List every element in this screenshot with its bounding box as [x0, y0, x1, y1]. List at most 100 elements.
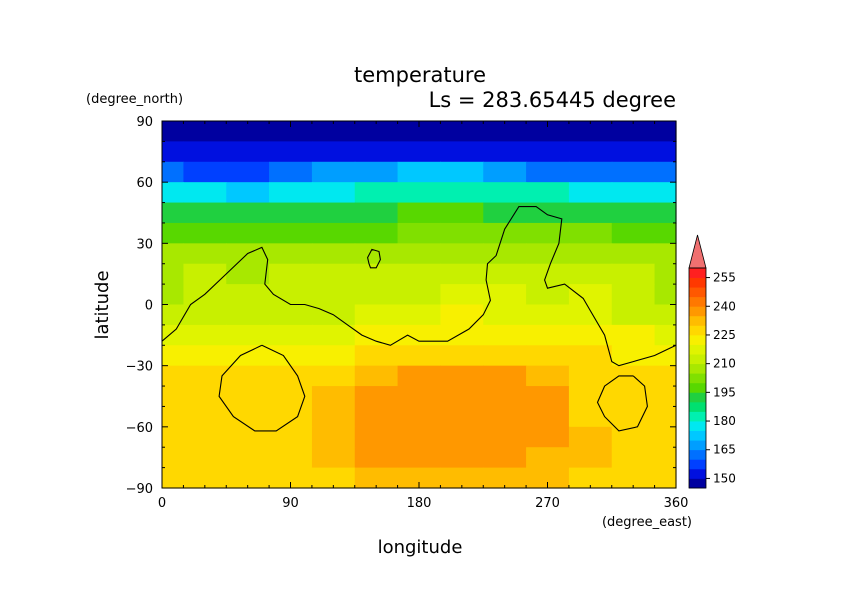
heatmap-cell: [654, 467, 677, 489]
heatmap-cell: [568, 426, 613, 448]
heatmap-cell: [440, 345, 484, 367]
heatmap-cell: [226, 182, 270, 204]
heatmap-cell: [162, 284, 185, 306]
heatmap-cell: [568, 304, 613, 326]
colorbar-tick-label: 255: [713, 271, 736, 285]
heatmap-cell: [162, 324, 185, 346]
contour-coastline: [161, 206, 677, 367]
x-tick-label: 270: [535, 496, 560, 511]
x-tick-label: 0: [158, 496, 166, 511]
colorbar-segment: [689, 401, 706, 412]
colorbar-segment: [689, 363, 706, 374]
y-axis: 90 60 30 0 −30 −60 −90: [126, 115, 676, 497]
heatmap-cell: [162, 161, 185, 183]
heatmap-cell: [226, 222, 270, 244]
heatmap-cell: [269, 263, 313, 285]
heatmap-cell: [611, 345, 656, 367]
x-axis-label: longitude: [378, 537, 463, 558]
heatmap-cell: [269, 182, 313, 204]
chart-title: temperature: [354, 63, 486, 87]
heatmap-cell: [483, 386, 527, 408]
heatmap-cell: [440, 304, 484, 326]
heatmap-cell: [526, 222, 570, 244]
colorbar-tick-label: 210: [713, 357, 736, 371]
heatmap-cell: [611, 121, 656, 142]
heatmap-cell: [354, 426, 399, 448]
heatmap-cell: [269, 467, 313, 489]
heatmap-cell: [226, 202, 270, 224]
heatmap-cell: [654, 263, 677, 285]
heatmap-cell: [354, 182, 399, 204]
heatmap-cell: [611, 324, 656, 346]
colorbar-segment: [689, 373, 706, 384]
heatmap-cell: [183, 426, 227, 448]
heatmap-cell: [397, 467, 442, 489]
heatmap-cell: [311, 345, 356, 367]
heatmap-cell: [354, 222, 399, 244]
heatmap-cell: [269, 141, 313, 163]
y-axis-label: latitude: [92, 270, 113, 339]
heatmap-cell: [162, 222, 185, 244]
heatmap-cell: [654, 324, 677, 346]
heatmap-cell: [568, 406, 613, 428]
x-axis: 0 90 180 270 360: [158, 121, 688, 511]
colorbar-tick-label: 195: [713, 385, 736, 399]
heatmap-cell: [269, 324, 313, 346]
heatmap-cell: [526, 263, 570, 285]
heatmap-cell: [162, 345, 185, 367]
heatmap-cell: [311, 141, 356, 163]
heatmap-cell: [397, 386, 442, 408]
colorbar-segment: [689, 268, 706, 278]
heatmap-cell: [269, 386, 313, 408]
heatmap-cell: [526, 141, 570, 163]
heatmap-cell: [183, 386, 227, 408]
heatmap-cell: [397, 161, 442, 183]
heatmap-cell: [568, 243, 613, 265]
heatmap-cell: [568, 141, 613, 163]
heatmap-cell: [269, 202, 313, 224]
heatmap-cell: [269, 243, 313, 265]
heatmap-cell: [440, 161, 484, 183]
heatmap-cell: [311, 263, 356, 285]
heatmap-cell: [311, 386, 356, 408]
heatmap-cell: [440, 141, 484, 163]
heatmap-cell: [526, 345, 570, 367]
heatmap-cell: [354, 284, 399, 306]
heatmap-cell: [654, 121, 677, 142]
heatmap-cell: [526, 447, 570, 469]
x-units-label: (degree_east): [602, 515, 692, 530]
heatmap-cell: [226, 406, 270, 428]
heatmap-cell: [568, 447, 613, 469]
heatmap-cell: [354, 365, 399, 387]
heatmap-cell: [354, 263, 399, 285]
heatmap-cell: [397, 447, 442, 469]
heatmap-cell: [440, 467, 484, 489]
contour-southeast-basin: [596, 375, 648, 432]
heatmap-cell: [162, 304, 185, 326]
heatmap-cell: [440, 365, 484, 387]
heatmap-cell: [226, 141, 270, 163]
heatmap-cell: [611, 447, 656, 469]
heatmap-cell: [397, 324, 442, 346]
y-tick-label: 90: [136, 115, 153, 130]
heatmap-cell: [483, 141, 527, 163]
heatmap-cell: [162, 202, 185, 224]
heatmap-cell: [397, 284, 442, 306]
heatmap-cell: [611, 386, 656, 408]
heatmap-cell: [483, 447, 527, 469]
heatmap-cell: [226, 447, 270, 469]
heatmap-cell: [311, 406, 356, 428]
heatmap-cell: [611, 202, 656, 224]
heatmap-cell: [311, 365, 356, 387]
heatmap-cell: [483, 345, 527, 367]
colorbar-segment: [689, 468, 706, 479]
heatmap-cell: [162, 406, 185, 428]
heatmap-cell: [183, 222, 227, 244]
heatmap-cell: [397, 121, 442, 142]
heatmap-cell: [568, 284, 613, 306]
heatmap-cell: [440, 222, 484, 244]
heatmap-cell: [269, 426, 313, 448]
heatmap-cell: [483, 182, 527, 204]
heatmap-cell: [654, 447, 677, 469]
